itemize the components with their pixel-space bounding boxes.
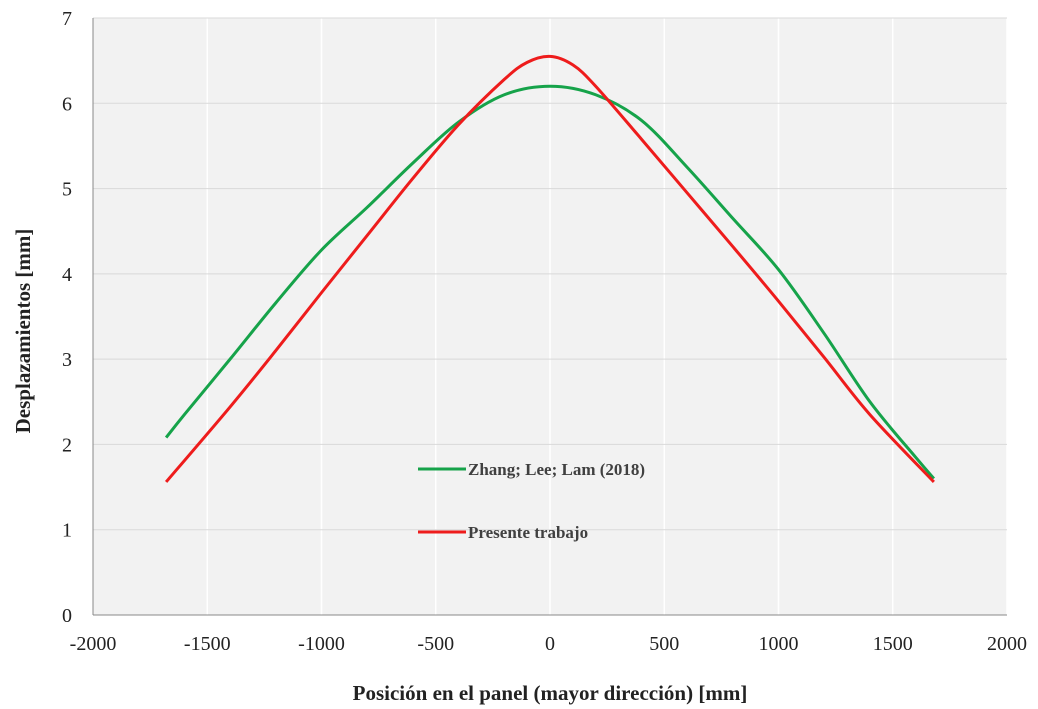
y-tick-label: 5 (62, 179, 72, 201)
legend-label-zhang-lee-lam: Zhang; Lee; Lam (2018) (468, 460, 645, 479)
y-tick-label: 6 (62, 93, 72, 115)
y-tick-labels: 0 1 2 3 4 5 6 7 (62, 8, 72, 627)
x-tick-label: -1000 (298, 633, 345, 655)
y-tick-label: 3 (62, 349, 72, 371)
x-tick-label: -500 (417, 633, 454, 655)
y-tick-label: 0 (62, 605, 72, 627)
series-line-zhang-lee-lam (164, 84, 936, 480)
x-tick-label: 2000 (987, 633, 1027, 655)
y-axis-title: Desplazamientos [mm] (11, 229, 35, 434)
vertical-gridlines (206, 18, 1008, 615)
series-line-presente-trabajo (164, 54, 935, 483)
x-tick-label: 0 (545, 633, 555, 655)
y-tick-label: 4 (62, 264, 72, 286)
x-tick-label: 500 (649, 633, 679, 655)
x-tick-label: -2000 (70, 633, 117, 655)
y-tick-label: 1 (62, 520, 72, 542)
x-tick-label: 1000 (759, 633, 799, 655)
series-lines (164, 54, 936, 483)
x-axis-title: Posición en el panel (mayor dirección) [… (353, 681, 748, 705)
x-tick-label: -1500 (184, 633, 231, 655)
x-tick-labels: -2000 -1500 -1000 -500 0 500 1000 1500 2000 (70, 633, 1027, 655)
y-tick-label: 7 (62, 8, 72, 30)
horizontal-gridlines (93, 17, 1007, 531)
legend: Zhang; Lee; Lam (2018) Presente trabajo (418, 460, 645, 542)
x-tick-label: 1500 (873, 633, 913, 655)
y-tick-label: 2 (62, 434, 72, 456)
legend-label-presente-trabajo: Presente trabajo (468, 523, 588, 542)
